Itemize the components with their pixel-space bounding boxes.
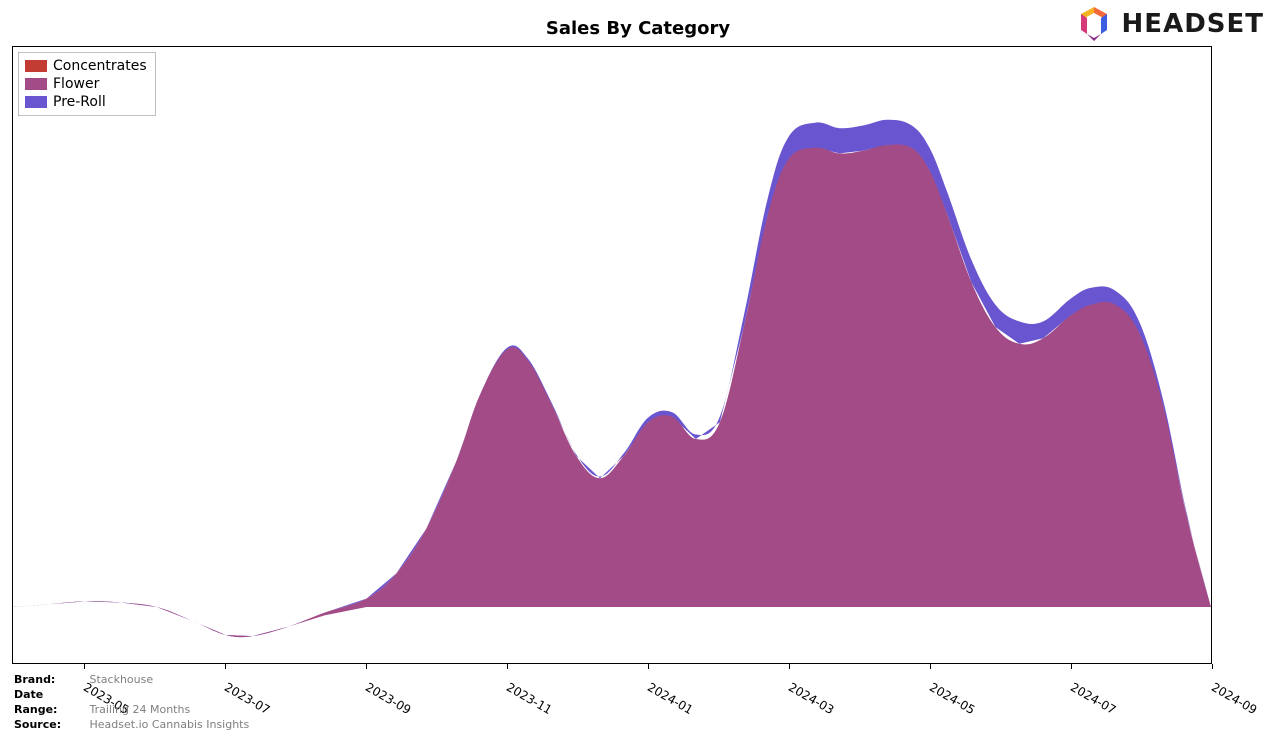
- meta-range-label: Date Range:: [14, 687, 86, 717]
- legend-swatch-concentrates: [25, 60, 47, 72]
- x-tick-label: 2024-09: [1209, 680, 1259, 717]
- x-tick-label: 2023-11: [504, 680, 554, 717]
- x-tick-label: 2024-05: [927, 680, 977, 717]
- legend-swatch-preroll: [25, 96, 47, 108]
- meta-range: Date Range: Trailing 24 Months: [14, 687, 249, 717]
- meta-brand: Brand: Stackhouse: [14, 672, 249, 687]
- legend-item-flower: Flower: [25, 75, 147, 93]
- area-chart-svg: [13, 47, 1211, 663]
- legend-item-preroll: Pre-Roll: [25, 93, 147, 111]
- x-tick-label: 2024-07: [1068, 680, 1118, 717]
- headset-logo-icon: [1074, 4, 1114, 44]
- x-tick-label: 2024-01: [645, 680, 695, 717]
- meta-source: Source: Headset.io Cannabis Insights: [14, 717, 249, 732]
- plot-area: [12, 46, 1212, 664]
- x-tick-label: 2024-03: [786, 680, 836, 717]
- legend-label: Pre-Roll: [53, 93, 106, 111]
- legend-label: Flower: [53, 75, 99, 93]
- x-tick-label: 2023-09: [363, 680, 413, 717]
- legend-label: Concentrates: [53, 57, 147, 75]
- headset-logo: HEADSET: [1074, 4, 1264, 44]
- meta-block: Brand: Stackhouse Date Range: Trailing 2…: [14, 672, 249, 732]
- headset-logo-text: HEADSET: [1122, 9, 1264, 39]
- meta-brand-value: Stackhouse: [90, 673, 154, 686]
- meta-brand-label: Brand:: [14, 672, 86, 687]
- meta-source-label: Source:: [14, 717, 86, 732]
- meta-source-value: Headset.io Cannabis Insights: [90, 718, 250, 731]
- legend-swatch-flower: [25, 78, 47, 90]
- meta-range-value: Trailing 24 Months: [90, 703, 191, 716]
- legend: Concentrates Flower Pre-Roll: [18, 52, 156, 116]
- legend-item-concentrates: Concentrates: [25, 57, 147, 75]
